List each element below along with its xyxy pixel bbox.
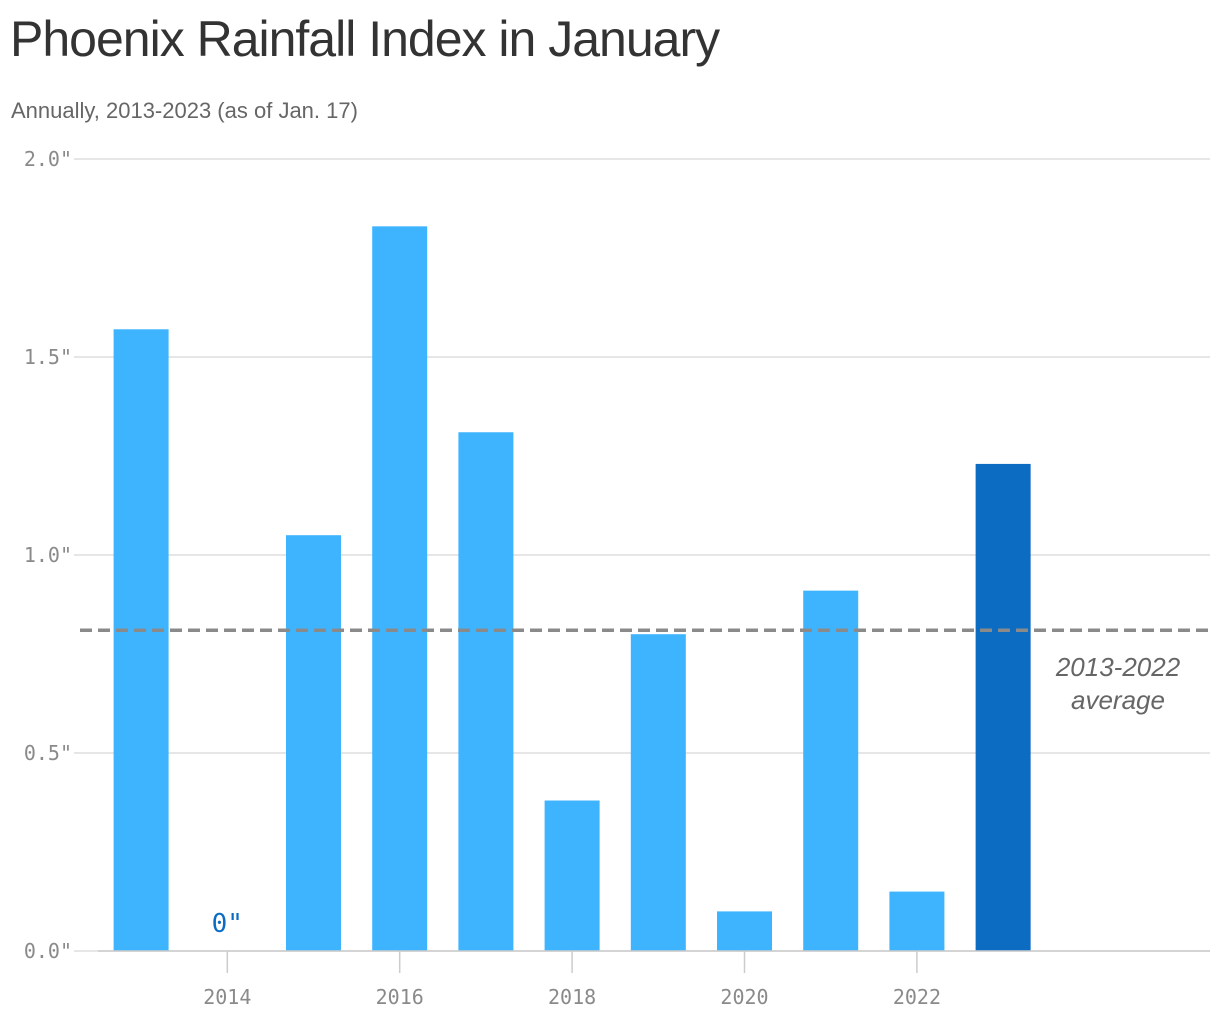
- bar-2023: [975, 463, 1031, 951]
- bar-2018: [544, 800, 600, 951]
- average-label: average: [1071, 685, 1165, 715]
- zero-value-label: 0": [212, 909, 243, 939]
- chart-subtitle: Annually, 2013-2023 (as of Jan. 17): [11, 98, 358, 123]
- bar-2022: [889, 891, 945, 951]
- bar-2013: [113, 329, 169, 951]
- axes: 0.0" 0.5" 1.0" 1.5" 2.0" 2014 2016 2018 2020 2022: [24, 147, 1210, 1009]
- bar-2017: [458, 432, 514, 951]
- x-tick-label: 2016: [376, 985, 424, 1009]
- bar-2019: [630, 634, 686, 951]
- y-tick-label: 2.0": [24, 147, 72, 171]
- chart-title: Phoenix Rainfall Index in January: [10, 11, 720, 67]
- bar-2015: [286, 535, 342, 951]
- bars: [113, 226, 1031, 951]
- y-tick-label: 0.0": [24, 939, 72, 963]
- y-tick-label: 1.5": [24, 345, 72, 369]
- x-tick-label: 2020: [720, 985, 768, 1009]
- y-tick-label: 1.0": [24, 543, 72, 567]
- bar-2021: [803, 590, 859, 951]
- x-tick-label: 2022: [893, 985, 941, 1009]
- annotations: 0": [212, 909, 243, 939]
- bar-2020: [717, 911, 773, 951]
- x-tick-label: 2014: [203, 985, 251, 1009]
- average-label: 2013-2022: [1055, 652, 1181, 682]
- x-tick-label: 2018: [548, 985, 596, 1009]
- y-tick-label: 0.5": [24, 741, 72, 765]
- bar-2016: [372, 226, 428, 951]
